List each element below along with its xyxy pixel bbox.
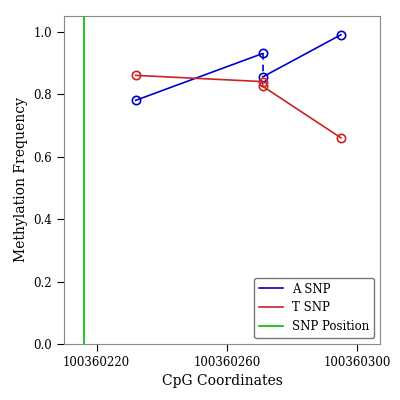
Y-axis label: Methylation Frequency: Methylation Frequency (14, 98, 28, 262)
Legend: A SNP, T SNP, SNP Position: A SNP, T SNP, SNP Position (254, 278, 374, 338)
X-axis label: CpG Coordinates: CpG Coordinates (162, 374, 282, 388)
